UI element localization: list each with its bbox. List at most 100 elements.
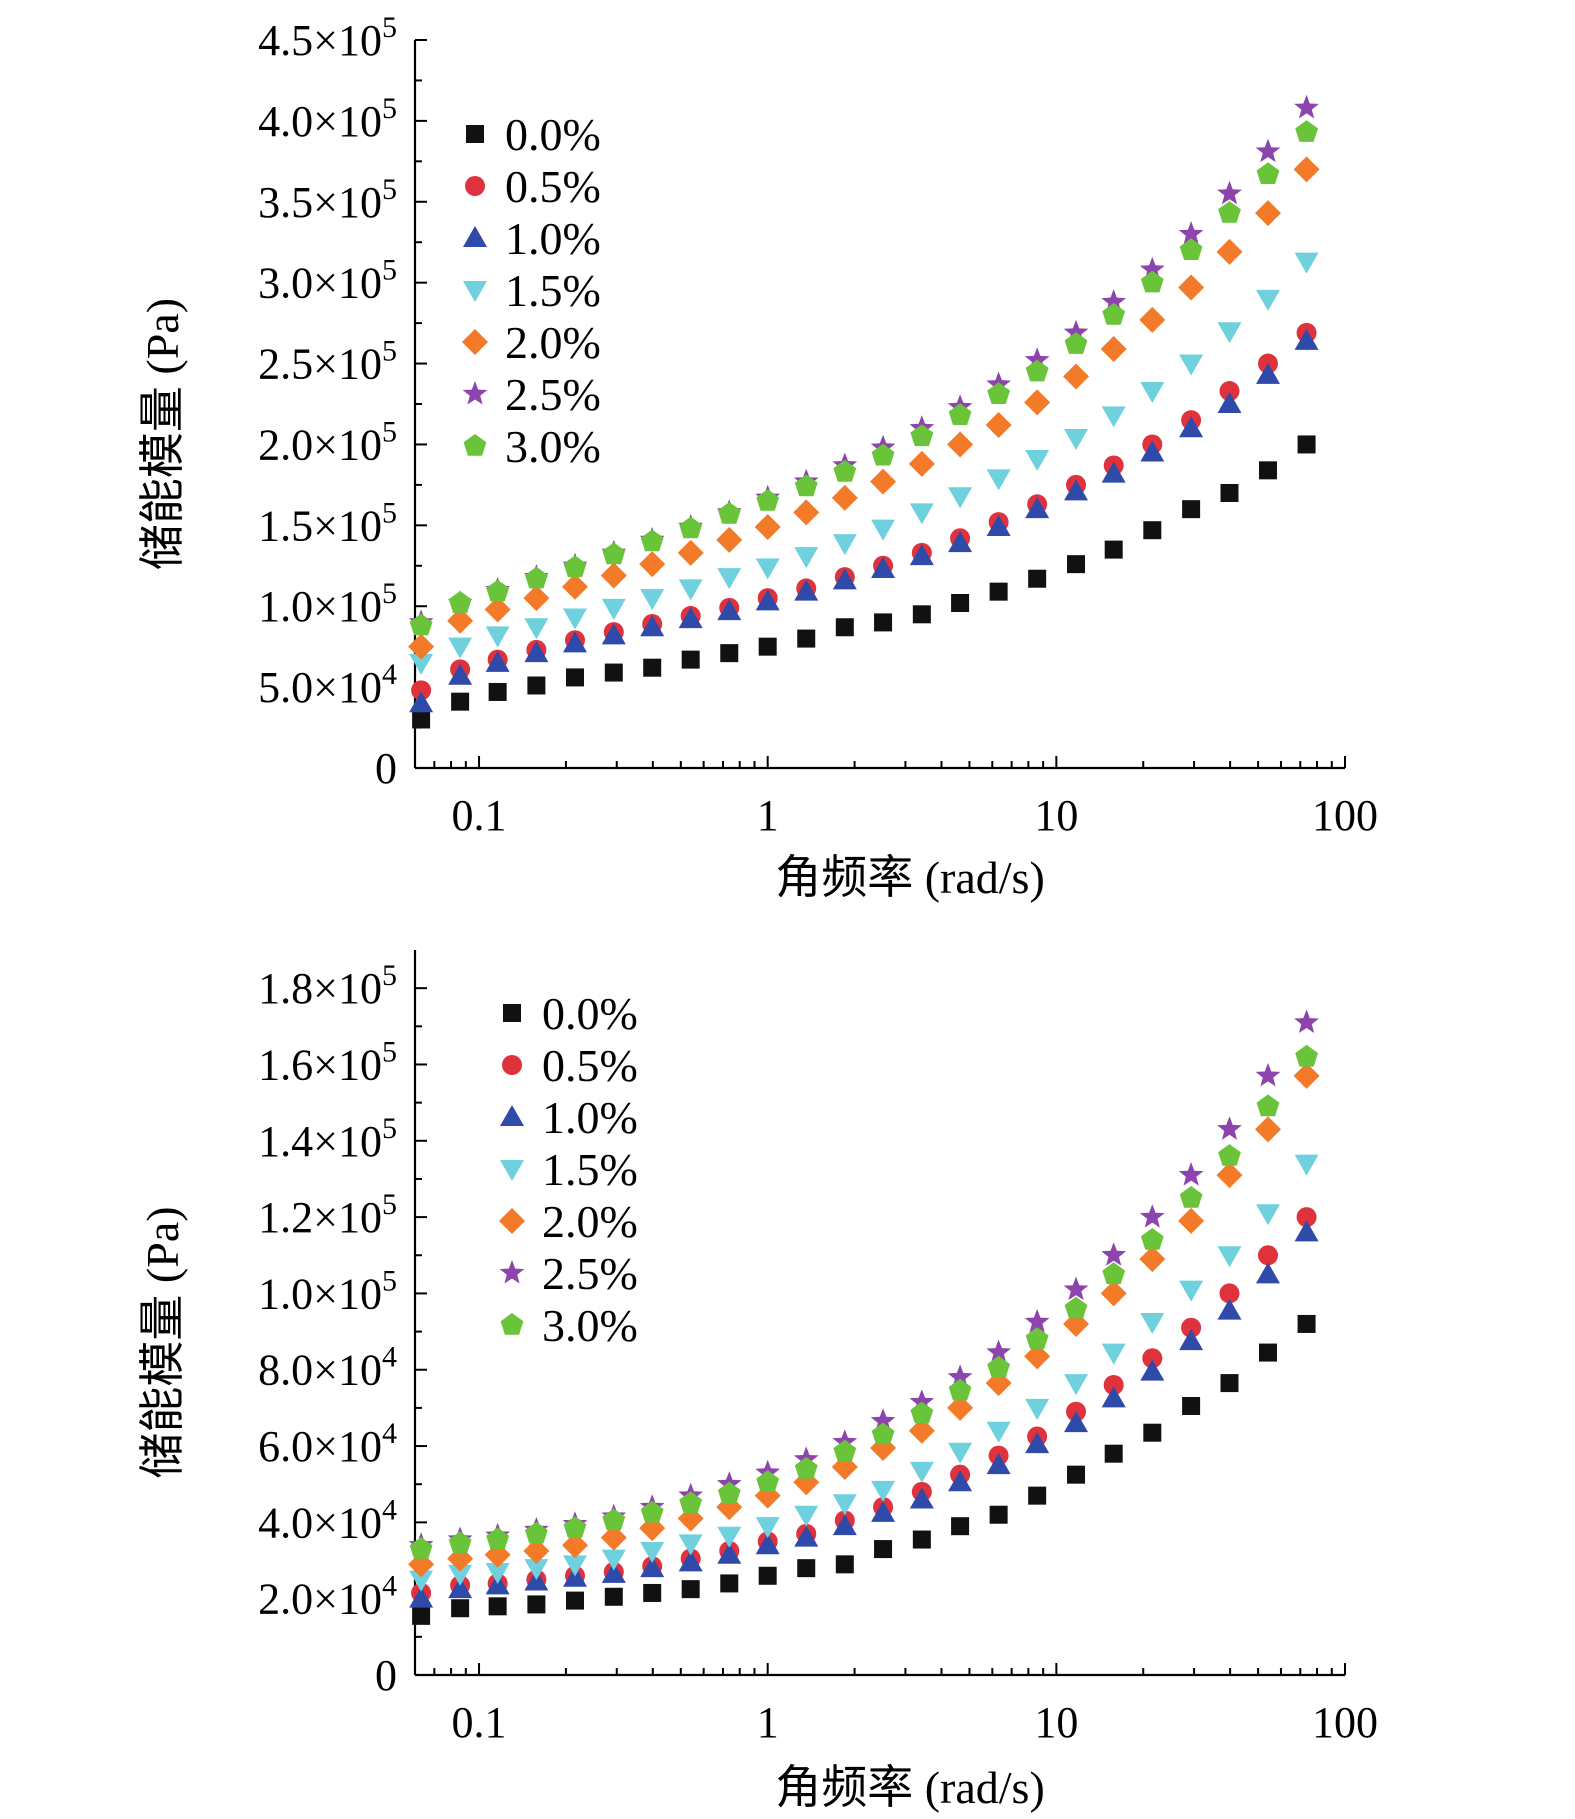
data-point bbox=[871, 519, 896, 541]
data-point bbox=[832, 1494, 857, 1516]
data-point bbox=[485, 650, 510, 672]
data-point bbox=[1178, 221, 1204, 245]
data-point bbox=[602, 542, 626, 565]
data-point bbox=[1297, 435, 1316, 454]
legend-marker bbox=[502, 1055, 522, 1075]
data-point bbox=[1293, 1062, 1320, 1089]
data-point bbox=[947, 1364, 973, 1388]
data-point bbox=[562, 608, 587, 630]
data-point bbox=[1064, 428, 1089, 450]
data-point bbox=[910, 424, 934, 447]
data-point bbox=[1216, 1162, 1243, 1189]
data-point bbox=[1179, 1280, 1204, 1302]
data-point bbox=[1294, 328, 1319, 350]
data-point bbox=[448, 1577, 473, 1599]
data-point bbox=[681, 1580, 700, 1599]
y-tick-label: 0 bbox=[375, 1651, 397, 1700]
data-point bbox=[1139, 256, 1165, 281]
data-point bbox=[1294, 1009, 1319, 1033]
data-point bbox=[640, 589, 665, 611]
data-point bbox=[720, 1574, 739, 1593]
data-point bbox=[643, 658, 662, 677]
legend-label: 3.0% bbox=[542, 1300, 638, 1351]
data-point bbox=[409, 653, 434, 675]
legend-marker bbox=[500, 1160, 524, 1181]
data-point bbox=[411, 680, 432, 701]
y-tick-label: 2.0×105 bbox=[258, 415, 397, 469]
data-point bbox=[409, 1570, 434, 1592]
data-point bbox=[794, 1505, 819, 1527]
data-point bbox=[524, 641, 549, 663]
data-point bbox=[447, 607, 474, 634]
chart-panel-1: 0 5.0×104 1.0×105 1.5×105 2.0×105 2.5×105 3.0×… bbox=[137, 11, 1378, 903]
x-tick-label: 100 bbox=[1312, 1698, 1378, 1747]
data-point bbox=[717, 1542, 742, 1564]
data-point bbox=[486, 1527, 510, 1550]
data-point bbox=[947, 431, 974, 458]
data-point bbox=[755, 1517, 780, 1539]
data-point bbox=[1028, 1486, 1047, 1505]
data-point bbox=[523, 585, 550, 612]
data-point bbox=[1220, 1374, 1239, 1393]
data-point bbox=[1063, 1276, 1089, 1301]
legend-marker bbox=[463, 226, 487, 247]
data-point bbox=[1101, 289, 1127, 313]
legend-marker bbox=[462, 381, 488, 405]
data-point bbox=[794, 474, 818, 497]
legend: 0.0%0.5%1.0%1.5%2.0%2.5%3.0% bbox=[462, 109, 601, 472]
data-point bbox=[527, 676, 546, 695]
data-point bbox=[758, 1566, 777, 1585]
data-point bbox=[1217, 1298, 1242, 1320]
legend-marker bbox=[466, 125, 484, 143]
legend-label: 2.0% bbox=[542, 1196, 638, 1247]
data-point bbox=[1024, 347, 1050, 371]
data-point bbox=[1217, 392, 1242, 413]
data-point bbox=[1294, 1220, 1319, 1242]
data-point bbox=[409, 1586, 434, 1608]
data-point bbox=[1104, 1444, 1123, 1463]
data-point bbox=[1143, 521, 1162, 540]
data-point bbox=[448, 591, 472, 613]
data-point bbox=[1142, 1348, 1163, 1369]
data-point bbox=[948, 1378, 972, 1401]
data-point bbox=[717, 568, 742, 590]
data-point bbox=[1220, 483, 1239, 502]
data-point bbox=[717, 1481, 741, 1504]
data-point bbox=[601, 623, 626, 645]
data-point bbox=[412, 1606, 431, 1625]
data-point bbox=[1104, 540, 1123, 559]
data-point bbox=[448, 1531, 472, 1554]
data-point bbox=[1140, 1228, 1164, 1250]
data-point bbox=[486, 579, 510, 602]
x-tick-label: 0.1 bbox=[452, 791, 507, 840]
data-point bbox=[1101, 1242, 1127, 1266]
data-point bbox=[1064, 1296, 1088, 1319]
legend-marker bbox=[463, 434, 487, 456]
data-point bbox=[524, 1559, 549, 1581]
series-3.0% bbox=[409, 120, 1318, 636]
data-point bbox=[1295, 120, 1318, 142]
data-point bbox=[561, 573, 588, 600]
y-axis-title: 储能模量 (Pa) bbox=[137, 298, 188, 570]
y-tick-label: 8.0×104 bbox=[258, 1341, 397, 1395]
data-point bbox=[871, 1500, 896, 1522]
series-3.0% bbox=[409, 1044, 1318, 1559]
data-point bbox=[794, 547, 819, 569]
y-tick-label: 6.0×104 bbox=[258, 1417, 397, 1471]
data-point bbox=[986, 469, 1011, 491]
data-point bbox=[1025, 497, 1050, 519]
data-point bbox=[1217, 180, 1242, 205]
data-point bbox=[716, 526, 743, 553]
data-point bbox=[985, 412, 1012, 439]
data-point bbox=[602, 1508, 626, 1531]
data-point bbox=[409, 613, 433, 636]
data-point bbox=[1140, 382, 1165, 404]
y-tick-label: 5.0×104 bbox=[258, 658, 397, 712]
data-point bbox=[640, 1541, 665, 1563]
data-point bbox=[1064, 1411, 1089, 1433]
data-point bbox=[831, 484, 858, 511]
data-point bbox=[1255, 289, 1280, 311]
data-point bbox=[523, 1537, 550, 1564]
y-tick-label: 2.0×104 bbox=[258, 1570, 397, 1624]
y-tick-label: 4.0×104 bbox=[258, 1493, 397, 1547]
